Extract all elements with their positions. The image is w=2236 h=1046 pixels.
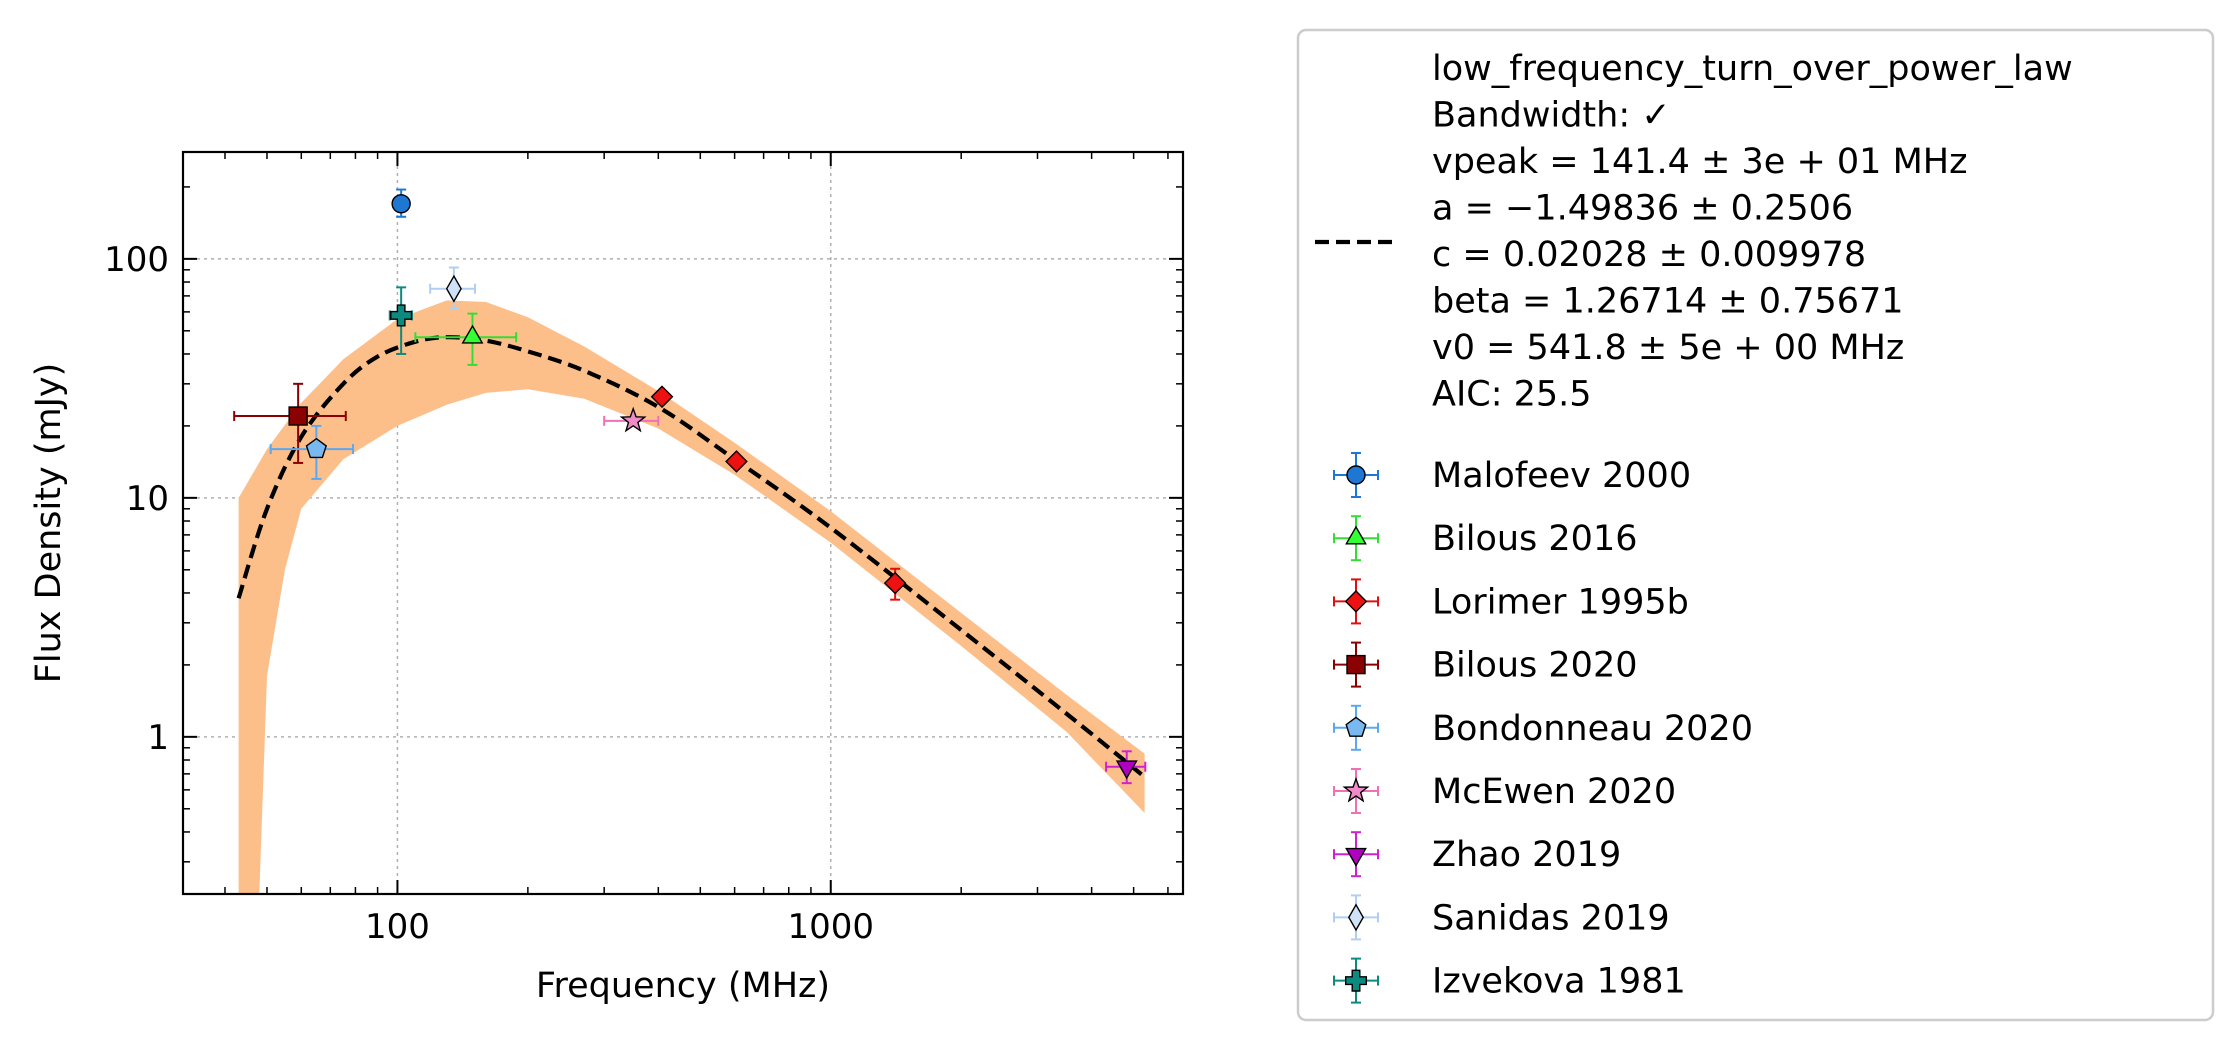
point-mcewen-2020-0 bbox=[619, 406, 647, 433]
legend-entry-malofeev-2000: Malofeev 2000 bbox=[1333, 452, 1691, 498]
plot-background bbox=[183, 152, 1183, 894]
legend-fit-text-2: vpeak = 141.4 ± 3e + 01 MHz bbox=[1432, 142, 1967, 182]
series-bondonneau-2020 bbox=[269, 424, 355, 480]
series-bilous-2016 bbox=[414, 312, 518, 366]
legend-swatch-marker-malofeev-2000 bbox=[1346, 465, 1366, 485]
legend-label-izvekova-1981: Izvekova 1981 bbox=[1432, 962, 1686, 1002]
legend-fit-text-1: Bandwidth: ✓ bbox=[1432, 96, 1671, 136]
point-bilous-2016-0 bbox=[461, 324, 484, 344]
x-axis-label: Frequency (MHz) bbox=[536, 966, 830, 1006]
y-tick-label-2: 100 bbox=[104, 240, 169, 280]
legend-swatch-marker-sanidas-2019 bbox=[1347, 903, 1365, 932]
legend-fit-text-3: a = −1.49836 ± 0.2506 bbox=[1432, 189, 1853, 229]
series-malofeev-2000 bbox=[391, 188, 411, 218]
legend-swatch-marker-izvekova-1981 bbox=[1344, 969, 1368, 992]
legend-box bbox=[1296, 28, 2215, 1022]
series-zhao-2019 bbox=[1105, 750, 1147, 785]
legend-entry-fit: low_frequency_turn_over_power_law Bandwid… bbox=[1315, 49, 2073, 415]
fit-band-polygon bbox=[238, 300, 1145, 894]
fit-curve-layer bbox=[236, 335, 1146, 779]
series-bilous-2020 bbox=[233, 382, 347, 464]
legend-entry-sanidas-2019: Sanidas 2019 bbox=[1333, 894, 1670, 941]
point-lorimer-1995b-0 bbox=[650, 385, 674, 409]
legend-fit-text-6: v0 = 541.8 ± 5e + 00 MHz bbox=[1432, 328, 1904, 368]
legend-label-zhao-2019: Zhao 2019 bbox=[1432, 835, 1621, 875]
point-sanidas-2019-0 bbox=[445, 274, 462, 303]
y-tick-label-1: 10 bbox=[126, 479, 169, 519]
legend-entry-mcewen-2020: McEwen 2020 bbox=[1333, 768, 1676, 814]
point-lorimer-1995b-1 bbox=[725, 450, 748, 473]
legend-swatch-marker-lorimer-1995b bbox=[1344, 590, 1368, 613]
x-tick-label-0: 100 bbox=[365, 907, 430, 947]
legend-label-bilous-2016: Bilous 2016 bbox=[1432, 519, 1638, 559]
legend-swatch-marker-mcewen-2020 bbox=[1342, 776, 1370, 803]
x-tick-label-1: 1000 bbox=[787, 907, 874, 947]
point-izvekova-1981-0 bbox=[390, 304, 413, 327]
series-sanidas-2019 bbox=[429, 266, 476, 310]
fit-curve bbox=[236, 335, 1146, 779]
series-mcewen-2020 bbox=[603, 406, 660, 433]
legend-entry-zhao-2019: Zhao 2019 bbox=[1333, 831, 1621, 878]
legend-fit-text-0: low_frequency_turn_over_power_law bbox=[1432, 49, 2073, 89]
legend-label-sanidas-2019: Sanidas 2019 bbox=[1432, 898, 1670, 938]
legend-swatch-marker-bilous-2016 bbox=[1345, 525, 1367, 545]
fit-uncertainty-band bbox=[238, 300, 1145, 894]
legend-entry-bondonneau-2020: Bondonneau 2020 bbox=[1333, 704, 1753, 751]
legend-swatch-marker-zhao-2019 bbox=[1345, 847, 1367, 867]
legend-fit-text-4: c = 0.02028 ± 0.009978 bbox=[1432, 235, 1866, 275]
legend-entry-izvekova-1981: Izvekova 1981 bbox=[1333, 957, 1686, 1004]
legend-fit-text-5: beta = 1.26714 ± 0.75671 bbox=[1432, 282, 1904, 322]
y-axis-label: Flux Density (mJy) bbox=[29, 363, 69, 684]
point-lorimer-1995b-2 bbox=[883, 571, 907, 595]
series-lorimer-1995b bbox=[650, 385, 907, 601]
point-malofeev-2000-0 bbox=[391, 194, 411, 214]
point-zhao-2019-0 bbox=[1115, 760, 1138, 780]
legend-swatch-marker-bilous-2020 bbox=[1346, 654, 1366, 675]
legend-label-malofeev-2000: Malofeev 2000 bbox=[1432, 456, 1691, 496]
legend: low_frequency_turn_over_power_law Bandwid… bbox=[1296, 28, 2215, 1022]
legend-label-bilous-2020: Bilous 2020 bbox=[1432, 646, 1638, 686]
axis-ticks: 100 1000 1 10 100 bbox=[104, 152, 1183, 947]
point-bilous-2020-0 bbox=[288, 406, 308, 426]
legend-label-bondonneau-2020: Bondonneau 2020 bbox=[1432, 709, 1753, 749]
legend-entry-lorimer-1995b: Lorimer 1995b bbox=[1333, 578, 1689, 625]
legend-fit-text-7: AIC: 25.5 bbox=[1432, 375, 1592, 415]
plot-frame bbox=[181, 150, 1185, 896]
series-izvekova-1981 bbox=[388, 286, 413, 355]
legend-entry-bilous-2016: Bilous 2016 bbox=[1333, 515, 1638, 562]
y-tick-label-0: 1 bbox=[147, 718, 169, 758]
legend-entry-bilous-2020: Bilous 2020 bbox=[1333, 641, 1638, 688]
legend-swatch-marker-bondonneau-2020 bbox=[1345, 716, 1367, 737]
legend-label-lorimer-1995b: Lorimer 1995b bbox=[1432, 582, 1689, 622]
legend-label-mcewen-2020: McEwen 2020 bbox=[1432, 772, 1676, 812]
point-bondonneau-2020-0 bbox=[305, 437, 328, 459]
data-points bbox=[233, 188, 1147, 785]
